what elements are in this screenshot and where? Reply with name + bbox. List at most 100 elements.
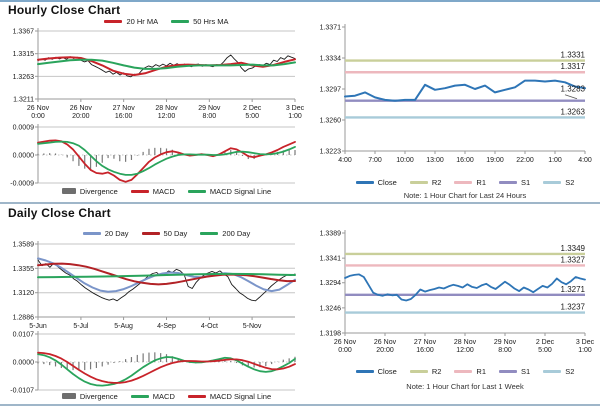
legend-item-50-hrs-ma: 50 Hrs MA (171, 17, 229, 26)
svg-text:0.0000: 0.0000 (13, 360, 35, 367)
hourly-ma-legend: 20 Hr MA 50 Hrs MA (38, 16, 295, 26)
legend-swatch (141, 231, 160, 235)
legend-label: R2 (431, 366, 442, 376)
legend-item-r1: R1 (454, 178, 486, 187)
legend-label: R1 (476, 177, 486, 187)
legend-label: S1 (521, 177, 531, 187)
svg-text:1.3315: 1.3315 (13, 51, 35, 58)
svg-text:1:00: 1:00 (578, 347, 592, 354)
legend-swatch (499, 369, 517, 373)
svg-text:27 Nov: 27 Nov (113, 105, 136, 112)
legend-swatch (61, 188, 76, 194)
legend-label: MACD Signal Line (209, 186, 272, 196)
svg-text:1.2886: 1.2886 (13, 315, 35, 322)
svg-text:1.3331: 1.3331 (561, 51, 586, 60)
legend-item-macd: MACD (130, 392, 175, 401)
daily-ma-legend: 20 Day 50 Day 200 Day (38, 228, 295, 238)
legend-item-r2: R2 (409, 366, 442, 376)
svg-text:29 Nov: 29 Nov (494, 339, 517, 346)
legend-item-close: Close (355, 366, 397, 376)
legend-item-s1: S1 (499, 367, 530, 376)
svg-text:1.3237: 1.3237 (561, 303, 586, 312)
svg-text:0:00: 0:00 (31, 113, 45, 120)
legend-swatch (355, 180, 374, 184)
daily-chart-title: Daily Close Chart (8, 206, 111, 220)
legend-label: R2 (431, 177, 442, 187)
svg-text:26 Nov: 26 Nov (334, 339, 357, 346)
legend-label: S2 (565, 177, 575, 187)
legend-swatch (104, 19, 123, 23)
svg-text:8:00: 8:00 (203, 113, 217, 120)
legend-item-20-hr-ma: 20 Hr MA (104, 17, 158, 26)
svg-text:-0.0009: -0.0009 (10, 181, 34, 188)
svg-text:1.3297: 1.3297 (320, 87, 342, 94)
svg-text:27 Nov: 27 Nov (414, 339, 437, 346)
svg-text:8:00: 8:00 (498, 347, 512, 354)
svg-text:26 Nov: 26 Nov (70, 105, 93, 112)
svg-text:10:00: 10:00 (396, 157, 414, 164)
legend-label: S1 (521, 366, 531, 376)
legend-swatch (454, 180, 473, 184)
svg-text:1.3246: 1.3246 (320, 305, 342, 312)
legend-label: R1 (476, 366, 486, 376)
svg-text:3 Dec: 3 Dec (576, 339, 595, 346)
svg-text:3 Dec: 3 Dec (286, 105, 305, 112)
svg-text:28 Nov: 28 Nov (454, 339, 477, 346)
hourly-macd-legend: Divergence MACD MACD Signal Line (38, 186, 295, 196)
svg-text:29 Nov: 29 Nov (198, 105, 221, 112)
weekly-pivot-note: Note: 1 Hour Chart for Last 1 Week (406, 382, 524, 391)
legend-item-s2: S2 (543, 367, 574, 376)
svg-text:2 Dec: 2 Dec (243, 105, 262, 112)
svg-text:1.3198: 1.3198 (320, 331, 342, 338)
svg-text:16:00: 16:00 (416, 347, 434, 354)
svg-text:5:00: 5:00 (245, 113, 259, 120)
svg-text:-0.0107: -0.0107 (10, 388, 34, 395)
svg-text:1.3260: 1.3260 (320, 118, 342, 125)
svg-text:5-Jul: 5-Jul (73, 323, 89, 330)
bottom-divider (0, 404, 600, 406)
legend-item-s2: S2 (543, 178, 574, 187)
svg-text:1.3223: 1.3223 (320, 149, 342, 156)
daily-macd-chart: 0.0107 0.0000 -0.0107 (10, 331, 296, 395)
daily-macd-legend: Divergence MACD MACD Signal Line (38, 391, 295, 401)
hourly-pivot-note: Note: 1 Hour Chart for Last 24 Hours (403, 191, 527, 200)
legend-item-20-day: 20 Day (82, 228, 129, 238)
svg-text:5-Jun: 5-Jun (29, 323, 47, 330)
svg-text:1.3589: 1.3589 (13, 242, 35, 249)
svg-text:28 Nov: 28 Nov (155, 105, 178, 112)
svg-text:26 Nov: 26 Nov (374, 339, 397, 346)
legend-swatch (171, 19, 190, 23)
svg-text:4:00: 4:00 (578, 157, 592, 164)
svg-text:20:00: 20:00 (72, 113, 90, 120)
section-divider (0, 202, 600, 204)
svg-text:1.3294: 1.3294 (320, 280, 342, 287)
legend-swatch (82, 231, 101, 235)
svg-text:26 Nov: 26 Nov (27, 105, 50, 112)
svg-text:1.3120: 1.3120 (13, 290, 35, 297)
svg-text:0.0107: 0.0107 (13, 332, 35, 339)
legend-label: 50 Day (163, 228, 188, 238)
legend-label: 20 Day (104, 228, 129, 238)
svg-text:13:00: 13:00 (426, 157, 444, 164)
legend-swatch (187, 394, 206, 398)
legend-swatch (543, 369, 562, 373)
svg-text:1.3211: 1.3211 (13, 97, 34, 104)
svg-text:4:00: 4:00 (338, 157, 352, 164)
legend-swatch (409, 180, 428, 184)
svg-text:1.3283: 1.3283 (561, 85, 586, 94)
legend-item-200-day: 200 Day (200, 229, 250, 238)
svg-text:19:00: 19:00 (486, 157, 504, 164)
weekly-pivot-legend: Close R2 R1 S1 S2 (345, 366, 585, 376)
legend-label: 200 Day (222, 228, 251, 238)
svg-text:1.3355: 1.3355 (13, 266, 35, 273)
svg-text:5-Aug: 5-Aug (114, 323, 133, 330)
legend-label: Close (377, 366, 397, 376)
hourly-pivot-legend: Close R2 R1 S1 S2 (345, 177, 585, 187)
svg-text:1.3389: 1.3389 (320, 231, 342, 238)
legend-swatch (130, 189, 149, 193)
svg-text:1.3341: 1.3341 (320, 256, 342, 263)
svg-text:1.3271: 1.3271 (561, 285, 586, 294)
legend-item-50-day: 50 Day (141, 228, 188, 238)
legend-label: S2 (565, 366, 575, 376)
